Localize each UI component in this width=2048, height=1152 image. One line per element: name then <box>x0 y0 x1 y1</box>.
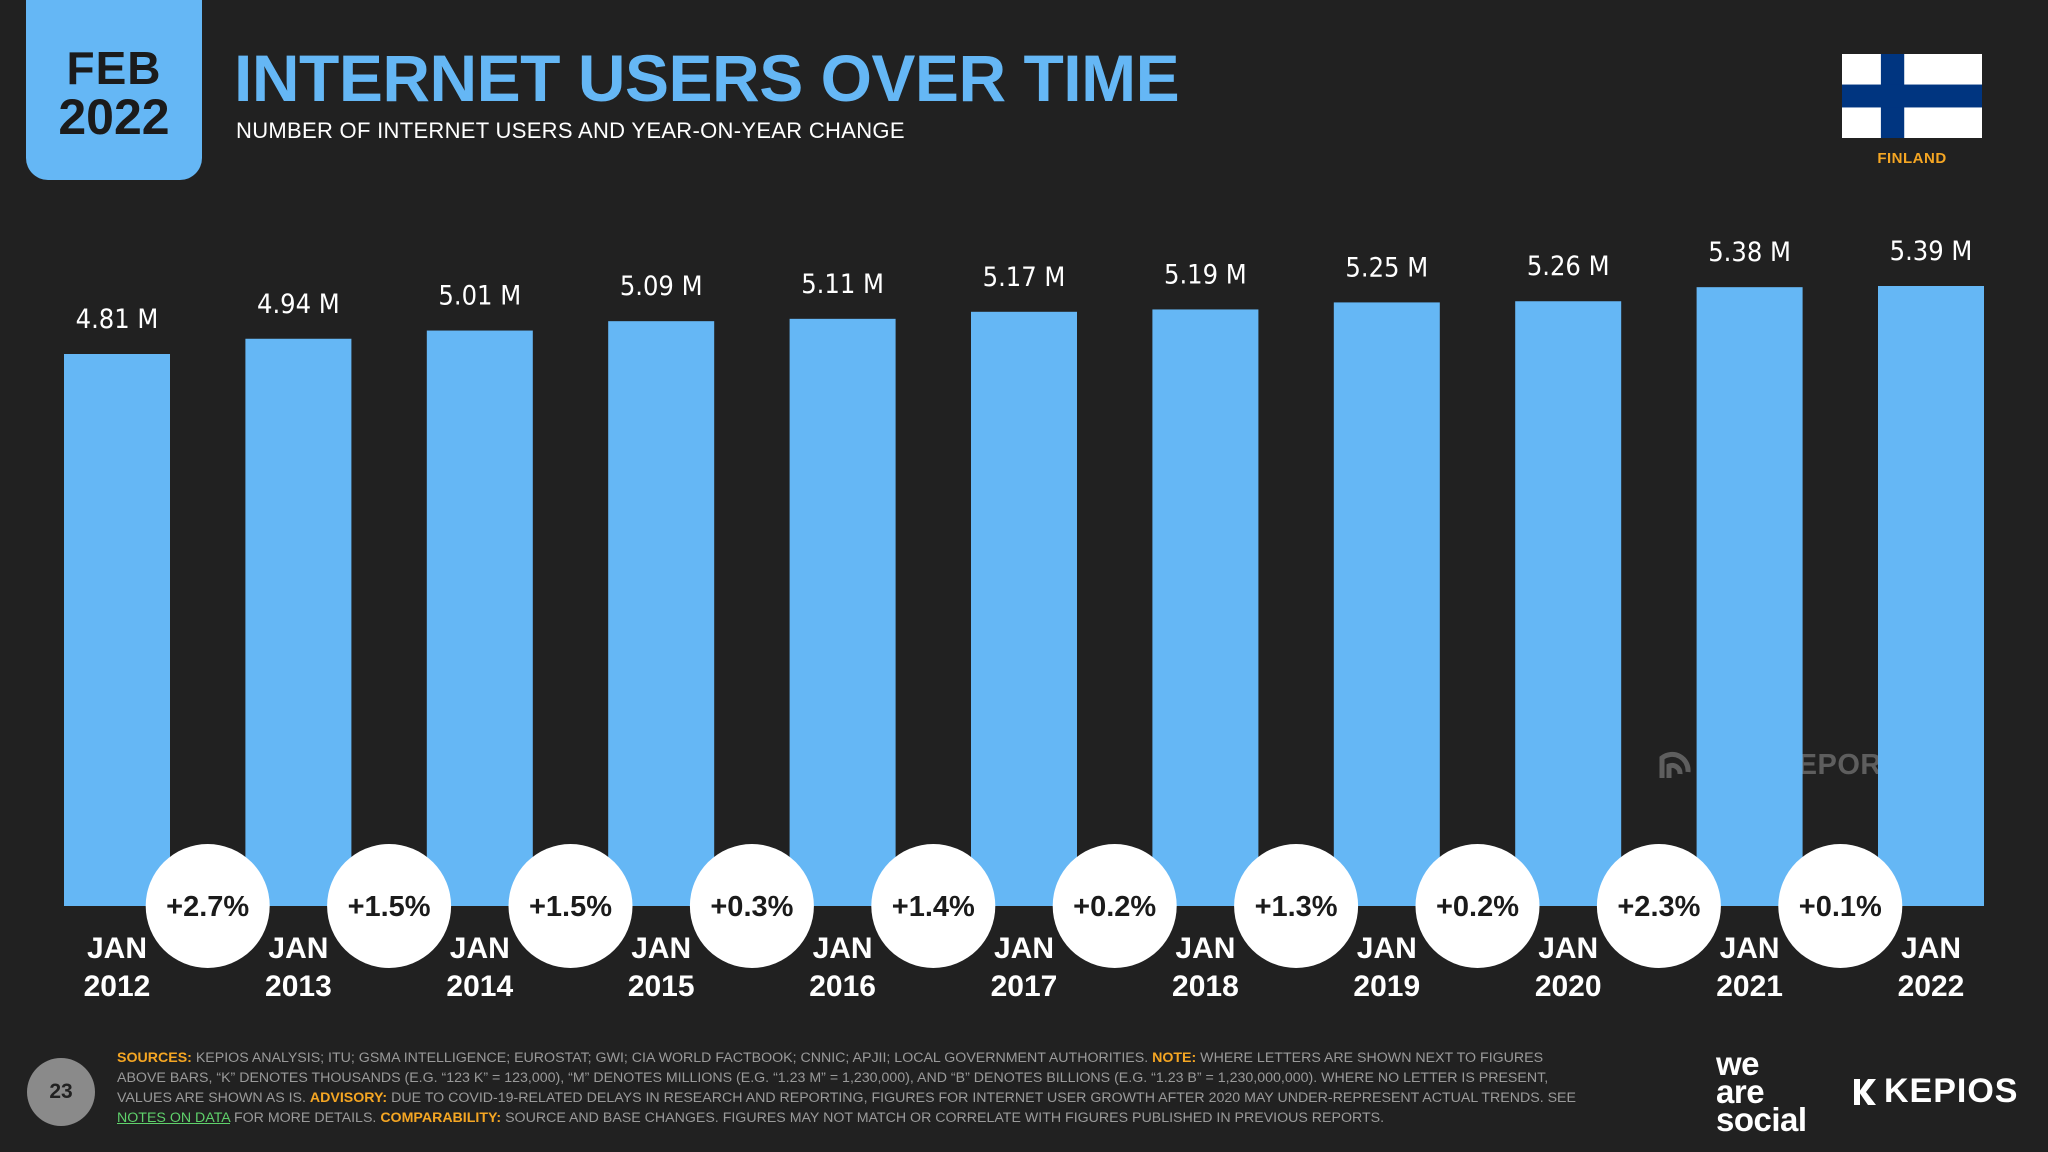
country-label: FINLAND <box>1877 150 1947 167</box>
yoy-change-circle <box>145 844 270 968</box>
bar <box>971 311 1077 906</box>
yoy-change-circle <box>1234 844 1359 968</box>
x-tick-label-year: 2012 <box>84 970 151 1003</box>
yoy-change-label: +2.7% <box>166 891 249 923</box>
yoy-change-circle <box>1778 844 1903 968</box>
yoy-change-circle <box>1052 844 1177 968</box>
bar-value-label: 4.81 M <box>76 304 159 335</box>
comparability-text: SOURCE AND BASE CHANGES. FIGURES MAY NOT… <box>501 1110 1385 1126</box>
bar-value-label: 5.09 M <box>620 271 703 302</box>
bar-value-label: 5.01 M <box>438 281 521 312</box>
bar <box>1696 287 1803 906</box>
footnote: SOURCES: KEPIOS ANALYSIS; ITU; GSMA INTE… <box>117 1048 1587 1128</box>
x-tick-label-year: 2017 <box>991 970 1058 1003</box>
watermark: DATAREPORTAL <box>1658 748 1938 782</box>
bar-value-label: 5.17 M <box>983 262 1066 293</box>
yoy-change-label: +1.3% <box>1255 891 1338 923</box>
bar-value-label: 5.38 M <box>1708 237 1791 268</box>
note-label: NOTE: <box>1152 1050 1197 1066</box>
x-tick-label-year: 2016 <box>809 970 876 1003</box>
yoy-change-label: +1.5% <box>529 891 612 923</box>
x-tick-label-month: JAN <box>450 932 510 965</box>
bar <box>1333 302 1440 906</box>
x-tick-label-year: 2019 <box>1353 970 1420 1003</box>
yoy-change-label: +0.1% <box>1799 891 1882 923</box>
yoy-change-label: +0.3% <box>710 891 793 923</box>
bar <box>789 318 896 906</box>
yoy-change-label: +1.5% <box>348 891 431 923</box>
bar-value-label: 5.19 M <box>1164 259 1247 290</box>
x-tick-label-month: JAN <box>268 932 328 965</box>
watermark-text: DATAREPORTAL <box>1698 748 1938 781</box>
x-tick-label-month: JAN <box>1175 932 1235 965</box>
bar-chart: 4.81 M JAN 2012 4.94 M JAN 2013 5.01 M JAN 2014 5… <box>64 236 1984 1003</box>
badge-year: 2022 <box>58 88 170 145</box>
x-tick-label-year: 2015 <box>628 970 695 1003</box>
comparability-label: COMPARABILITY: <box>380 1110 502 1126</box>
kepios-logo: KEPIOS <box>1852 1072 2018 1111</box>
bar <box>64 354 170 906</box>
yoy-change-circle <box>327 844 452 968</box>
notes-on-data-link[interactable]: NOTES ON DATA <box>117 1110 230 1126</box>
finland-flag-icon <box>1842 54 1982 138</box>
advisory-label: ADVISORY: <box>309 1090 388 1106</box>
yoy-change-circle <box>1596 844 1721 968</box>
brand-social-text: social <box>1716 1101 1807 1138</box>
x-tick-label-year: 2021 <box>1716 970 1783 1003</box>
bar-value-label: 5.25 M <box>1345 252 1428 283</box>
yoy-change-circle <box>508 844 633 968</box>
bar <box>1878 286 1984 906</box>
after-link-text: FOR MORE DETAILS. <box>230 1110 381 1126</box>
bar <box>426 330 533 906</box>
sources-label: SOURCES: <box>117 1050 192 1066</box>
page-number: 23 <box>27 1058 95 1126</box>
bar-value-label: 5.39 M <box>1890 236 1973 267</box>
x-tick-label-month: JAN <box>1538 932 1598 965</box>
brand-are-text: are <box>1716 1073 1765 1110</box>
yoy-change-label: +1.4% <box>892 891 975 923</box>
brand-kepios-text: KEPIOS <box>1884 1072 2019 1110</box>
x-tick-label-year: 2020 <box>1535 970 1602 1003</box>
x-tick-label-month: JAN <box>994 932 1054 965</box>
page-subtitle: NUMBER OF INTERNET USERS AND YEAR-ON-YEA… <box>236 118 905 143</box>
brand-we-text: we <box>1716 1045 1760 1082</box>
yoy-change-label: +0.2% <box>1073 891 1156 923</box>
yoy-change-circle <box>689 844 814 968</box>
x-tick-label-month: JAN <box>1720 932 1780 965</box>
bar-value-label: 5.26 M <box>1527 251 1610 282</box>
sources-text: KEPIOS ANALYSIS; ITU; GSMA INTELLIGENCE;… <box>191 1050 1153 1066</box>
x-tick-label-month: JAN <box>87 932 147 965</box>
x-tick-label-month: JAN <box>631 932 691 965</box>
yoy-change-label: +2.3% <box>1617 891 1700 923</box>
x-tick-label-year: 2022 <box>1898 970 1965 1003</box>
we-are-social-logo: we are social <box>1716 1045 1846 1138</box>
bar <box>1152 309 1259 907</box>
bar-value-label: 5.11 M <box>801 269 884 300</box>
page-title: INTERNET USERS OVER TIME <box>234 41 1180 115</box>
bar <box>608 321 715 906</box>
x-tick-label-year: 2018 <box>1172 970 1239 1003</box>
note-text: WHERE LETTERS ARE SHOWN NEXT TO FIGURES … <box>117 1050 1549 1106</box>
yoy-change-circle <box>1415 844 1540 968</box>
date-badge: FEB 2022 <box>26 0 202 180</box>
yoy-change-label: +0.2% <box>1436 891 1519 923</box>
x-tick-label-month: JAN <box>1357 932 1417 965</box>
bar <box>1515 301 1622 906</box>
x-tick-label-year: 2013 <box>265 970 332 1003</box>
advisory-text: DUE TO COVID-19-RELATED DELAYS IN RESEAR… <box>387 1090 1576 1106</box>
x-tick-label-month: JAN <box>813 932 873 965</box>
kepios-mark-icon <box>1854 1078 1876 1105</box>
yoy-change-circle <box>871 844 996 968</box>
datareportal-logo-icon <box>1659 751 1691 778</box>
x-tick-label-year: 2014 <box>446 970 513 1003</box>
x-tick-label-month: JAN <box>1901 932 1961 965</box>
bar <box>245 338 352 906</box>
badge-month: FEB <box>66 42 162 95</box>
bar-value-label: 4.94 M <box>257 289 340 320</box>
